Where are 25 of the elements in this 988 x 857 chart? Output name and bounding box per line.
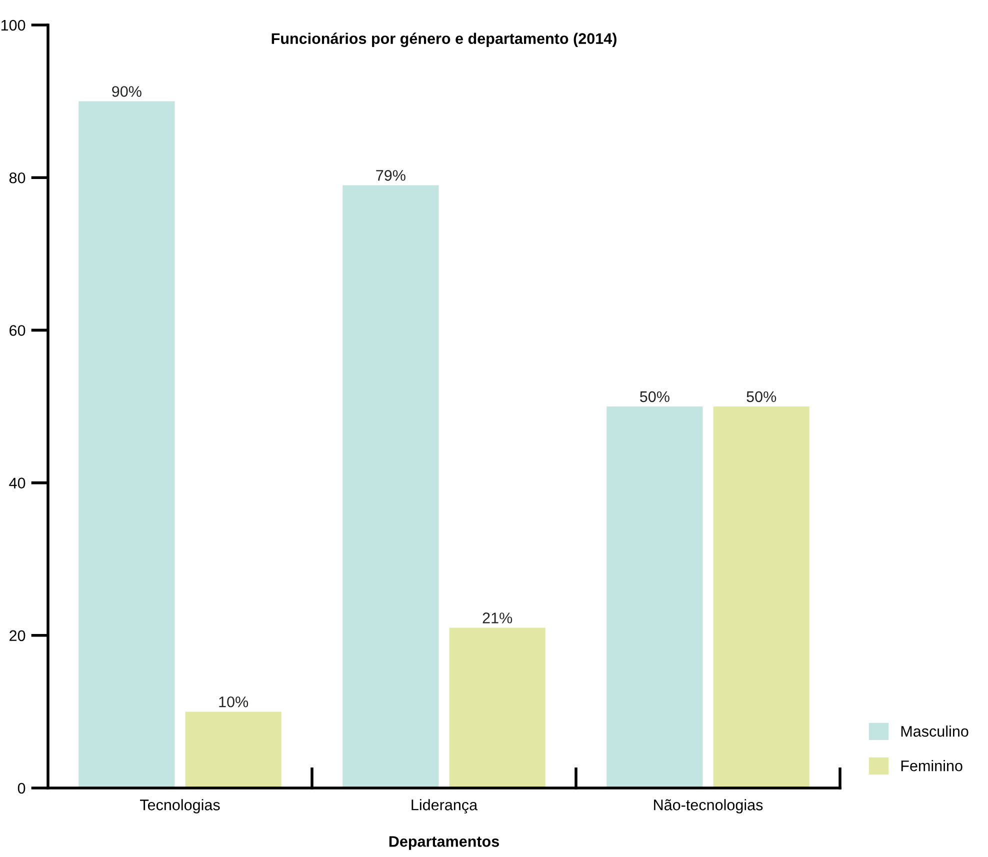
x-axis-title: Departamentos	[389, 836, 499, 850]
bar	[342, 185, 439, 788]
y-tick-label: 60	[10, 325, 26, 336]
y-tick-label: 80	[9, 172, 26, 184]
x-tick-label: Não-tecnologias	[654, 799, 763, 814]
y-tick-label: 20	[10, 630, 26, 642]
bar	[185, 712, 282, 788]
legend-label: Feminino	[901, 760, 962, 772]
x-tick-label: Liderança	[412, 799, 478, 814]
y-tick-label: 100	[1, 20, 26, 31]
chart-title: Funcionários por género e departamento (2014)	[272, 32, 616, 48]
x-tick-label: Tecnologias	[140, 799, 220, 814]
data-label: 50%	[640, 391, 670, 402]
bar	[78, 101, 175, 788]
y-tick-label: 40	[9, 478, 26, 488]
data-label: 90%	[112, 86, 142, 97]
data-label: 79%	[376, 170, 406, 181]
data-label: 21%	[482, 612, 512, 624]
data-label: 50%	[746, 391, 776, 402]
bar	[449, 628, 546, 788]
y-tick-label: 0	[18, 782, 26, 794]
bar	[606, 406, 703, 788]
data-label: 10%	[219, 696, 248, 708]
legend-label: Masculino	[901, 726, 968, 737]
bar	[713, 406, 810, 788]
